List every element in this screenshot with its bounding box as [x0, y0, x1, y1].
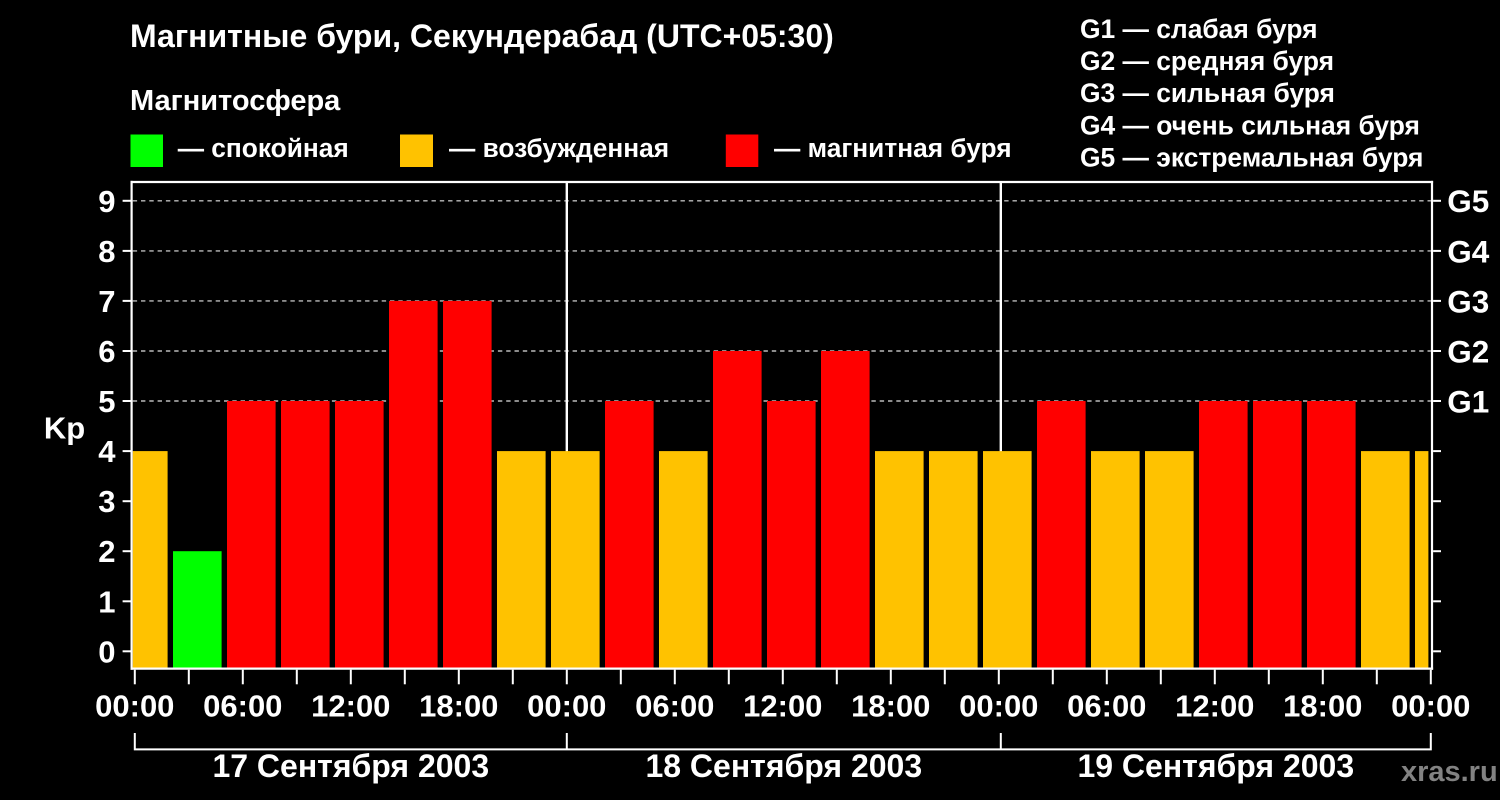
svg-text:18:00: 18:00: [1283, 688, 1362, 723]
svg-text:18:00: 18:00: [851, 688, 930, 723]
svg-text:00:00: 00:00: [527, 688, 606, 723]
svg-text:00:00: 00:00: [1391, 688, 1470, 723]
svg-text:G2 — средняя буря: G2 — средняя буря: [1080, 46, 1334, 76]
svg-text:G3: G3: [1447, 283, 1489, 319]
svg-text:19 Сентября 2003: 19 Сентября 2003: [1077, 748, 1354, 784]
svg-text:G2: G2: [1447, 333, 1489, 369]
svg-text:G1 — слабая буря: G1 — слабая буря: [1080, 14, 1318, 44]
svg-text:— возбужденная: — возбужденная: [449, 133, 669, 163]
svg-text:G3 — сильная буря: G3 — сильная буря: [1080, 78, 1335, 108]
svg-text:G4 — очень сильная буря: G4 — очень сильная буря: [1080, 110, 1420, 140]
svg-text:18:00: 18:00: [419, 688, 498, 723]
svg-text:Kp: Kp: [44, 411, 85, 446]
svg-text:3: 3: [98, 484, 115, 519]
svg-text:12:00: 12:00: [311, 688, 390, 723]
svg-text:06:00: 06:00: [635, 688, 714, 723]
svg-text:— магнитная буря: — магнитная буря: [774, 133, 1012, 163]
svg-text:G5 — экстремальная буря: G5 — экстремальная буря: [1080, 142, 1423, 172]
svg-text:00:00: 00:00: [95, 688, 174, 723]
svg-text:— спокойная: — спокойная: [178, 133, 349, 163]
svg-text:06:00: 06:00: [1067, 688, 1146, 723]
svg-text:6: 6: [98, 334, 115, 369]
svg-text:9: 9: [98, 184, 115, 219]
svg-text:Магнитосфера: Магнитосфера: [130, 85, 341, 117]
svg-text:G5: G5: [1447, 183, 1489, 219]
svg-text:1: 1: [98, 584, 115, 619]
svg-text:2: 2: [98, 534, 115, 569]
svg-text:G4: G4: [1447, 233, 1490, 269]
svg-text:18 Сентября 2003: 18 Сентября 2003: [645, 748, 922, 784]
svg-text:0: 0: [98, 634, 115, 669]
svg-text:06:00: 06:00: [203, 688, 282, 723]
svg-text:17 Сентября 2003: 17 Сентября 2003: [212, 748, 489, 784]
svg-text:4: 4: [98, 434, 116, 469]
svg-text:xras.ru: xras.ru: [1401, 756, 1498, 788]
svg-text:G1: G1: [1447, 383, 1489, 419]
svg-text:12:00: 12:00: [1175, 688, 1254, 723]
svg-text:8: 8: [98, 234, 115, 269]
svg-text:7: 7: [98, 284, 115, 319]
svg-text:12:00: 12:00: [743, 688, 822, 723]
svg-text:5: 5: [98, 384, 115, 419]
svg-text:00:00: 00:00: [959, 688, 1038, 723]
svg-text:Магнитные бури, Секундерабад (: Магнитные бури, Секундерабад (UTC+05:30): [130, 18, 834, 54]
